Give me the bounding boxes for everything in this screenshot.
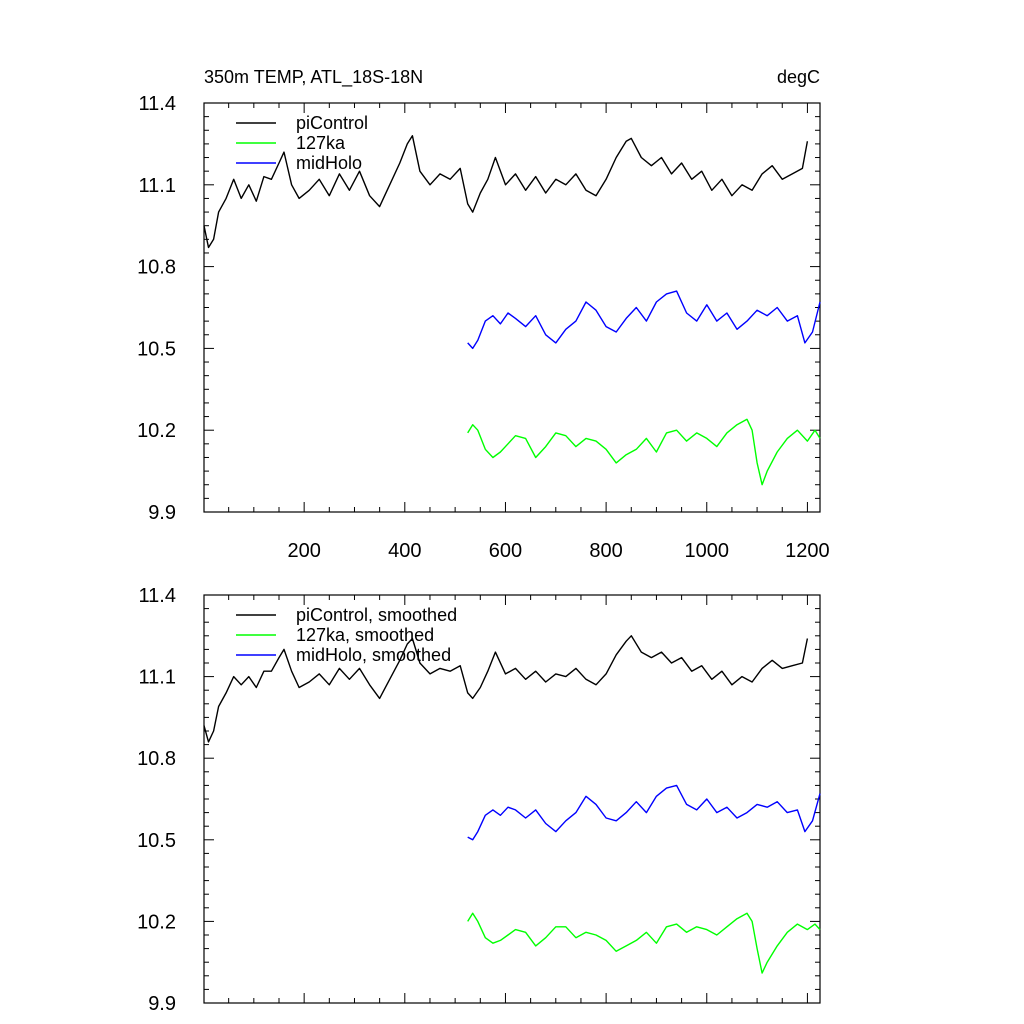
- x-tick-label: 800: [589, 540, 622, 562]
- y-tick-label: 10.5: [137, 830, 176, 852]
- x-tick-label: 600: [489, 540, 522, 562]
- legend-label: piControl, smoothed: [296, 605, 457, 625]
- top-panel: 9.9 10.2 10.5 10.8 11.1 11.4 200 400 600 800 1000 1…: [137, 67, 830, 562]
- legend-label: piControl: [296, 113, 368, 133]
- y-tick-label: 10.8: [137, 748, 176, 770]
- y-tick-label: 11.1: [139, 175, 176, 197]
- y-tick-label: 10.2: [137, 420, 176, 442]
- x-tick-label: 1200: [785, 540, 830, 562]
- series-line-127ka-smoothed: [467, 912, 821, 974]
- y-tick-label: 11.1: [139, 667, 176, 689]
- units-label: degC: [777, 67, 820, 87]
- y-tick-label: 9.9: [148, 502, 176, 524]
- series-line-picontrol-smoothed: [203, 635, 809, 743]
- chart-title: 350m TEMP, ATL_18S-18N: [204, 67, 423, 88]
- x-tick-label: 1000: [685, 540, 730, 562]
- x-tick-label: 400: [388, 540, 421, 562]
- series-line-midholo: [467, 290, 821, 350]
- y-tick-label: 11.4: [139, 585, 176, 607]
- y-tick-label: 11.4: [139, 93, 176, 115]
- series-line-127ka: [467, 418, 821, 486]
- legend-label: midHolo, smoothed: [296, 645, 451, 665]
- bottom-panel: 9.9 10.2 10.5 10.8 11.1 11.4 piControl, smooth…: [137, 585, 821, 1015]
- y-tick-label: 9.9: [148, 993, 176, 1015]
- y-tick-label: 10.8: [137, 257, 176, 279]
- x-tick-label: 200: [287, 540, 320, 562]
- series-line-midholo-smoothed: [467, 784, 821, 841]
- y-tick-label: 10.5: [137, 338, 176, 360]
- series-line-picontrol: [203, 134, 809, 249]
- legend-label: 127ka: [296, 133, 346, 153]
- legend-label: midHolo: [296, 153, 362, 173]
- legend-label: 127ka, smoothed: [296, 625, 434, 645]
- y-tick-label: 10.2: [137, 911, 176, 933]
